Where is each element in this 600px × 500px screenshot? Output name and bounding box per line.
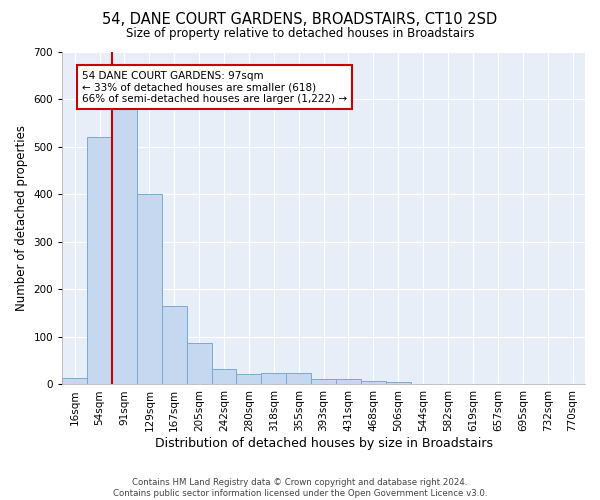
X-axis label: Distribution of detached houses by size in Broadstairs: Distribution of detached houses by size …	[155, 437, 493, 450]
Bar	[262, 372, 286, 384]
Text: Size of property relative to detached houses in Broadstairs: Size of property relative to detached ho…	[126, 28, 474, 40]
Text: Contains HM Land Registry data © Crown copyright and database right 2024.
Contai: Contains HM Land Registry data © Crown c…	[113, 478, 487, 498]
Bar	[212, 369, 236, 384]
Bar	[236, 374, 262, 384]
Bar	[386, 382, 411, 384]
Bar	[187, 342, 212, 384]
Bar	[62, 378, 87, 384]
Bar	[112, 108, 137, 384]
Text: 54, DANE COURT GARDENS, BROADSTAIRS, CT10 2SD: 54, DANE COURT GARDENS, BROADSTAIRS, CT1…	[103, 12, 497, 28]
Text: 54 DANE COURT GARDENS: 97sqm
← 33% of detached houses are smaller (618)
66% of s: 54 DANE COURT GARDENS: 97sqm ← 33% of de…	[82, 70, 347, 104]
Bar	[137, 194, 162, 384]
Bar	[162, 306, 187, 384]
Bar	[311, 379, 336, 384]
Y-axis label: Number of detached properties: Number of detached properties	[15, 125, 28, 311]
Bar	[336, 379, 361, 384]
Bar	[87, 137, 112, 384]
Bar	[286, 372, 311, 384]
Bar	[361, 380, 386, 384]
